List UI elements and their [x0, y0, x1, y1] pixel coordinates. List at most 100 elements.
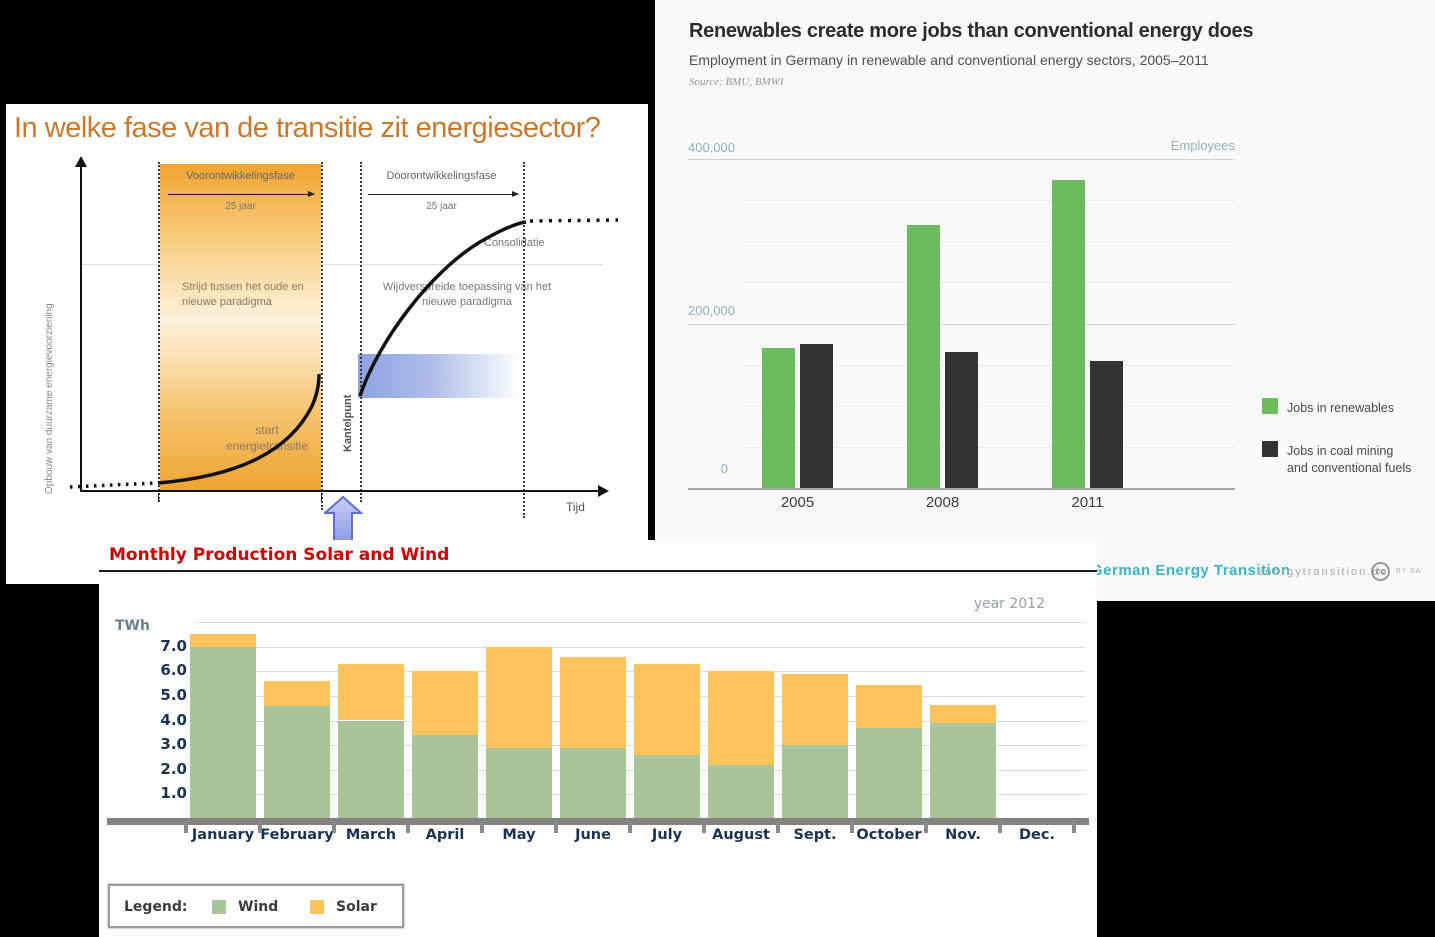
- renewables-legend-label: Jobs in renewables: [1287, 401, 1395, 415]
- phase2-arrow: [368, 191, 519, 197]
- monthly-production-panel: Monthly Production Solar and Wind year 2…: [99, 540, 1097, 937]
- jobs-chart-source: Source: BMU, BMWI: [689, 76, 784, 88]
- wind-bar-April: [412, 735, 478, 819]
- renewables-legend-swatch: [1262, 398, 1278, 414]
- jobs-chart-panel: Renewables create more jobs than convent…: [655, 0, 1435, 601]
- solar-bar-May: [486, 646, 552, 748]
- wind-bar-June: [560, 747, 626, 819]
- gridline: [688, 323, 1235, 325]
- gridline: [82, 264, 602, 265]
- bar-renewables-2011: [1052, 179, 1085, 488]
- cc-license-terms: BY SA: [1396, 568, 1422, 575]
- monthly-x-axis: [107, 818, 1089, 825]
- wind-bar-Nov.: [930, 723, 996, 819]
- gridline: [197, 622, 1085, 623]
- y-tick-400k: 400,000: [688, 140, 735, 155]
- jobs-chart-subtitle: Employment in Germany in renewable and c…: [689, 52, 1209, 68]
- jobs-plot-area: 2005 2008 2011: [655, 0, 1435, 601]
- phase-boundary-line: [321, 162, 323, 510]
- tipping-point-label: Kantelpunt: [342, 394, 354, 452]
- solar-legend-swatch: [310, 900, 324, 914]
- wind-bar-July: [634, 755, 700, 819]
- solar-bar-June: [560, 656, 626, 748]
- y-tick-label: 2.0: [160, 759, 187, 778]
- y-tick-label: 1.0: [160, 784, 187, 803]
- bar-conventional-2005: [800, 344, 833, 488]
- gridline: [743, 200, 1235, 202]
- wind-legend-swatch: [212, 900, 226, 914]
- cc-license-icon: cc: [1371, 562, 1390, 581]
- wind-bar-October: [856, 727, 922, 819]
- x-tick-label-2011: 2011: [1071, 494, 1104, 511]
- gridline: [743, 364, 1235, 366]
- old-vs-new-paradigm-text: Strijd tussen het oude en nieuwe paradig…: [182, 281, 304, 308]
- conventional-legend-swatch: [1262, 441, 1278, 457]
- axis-tick: [158, 493, 159, 501]
- bar-conventional-2011: [1090, 360, 1123, 488]
- wind-bar-Sept.: [782, 745, 848, 819]
- x-axis: [80, 490, 600, 492]
- y-axis-arrowhead: [75, 156, 87, 167]
- phase2-label: Doorontwikkelingsfase: [386, 170, 497, 182]
- y-tick-label: 5.0: [160, 685, 187, 704]
- monthly-unit-label: TWh: [115, 618, 150, 634]
- gridline: [688, 159, 1235, 160]
- jobs-chart-title: Renewables create more jobs than convent…: [689, 20, 1254, 42]
- gridline: [197, 646, 1085, 648]
- solar-bar-Sept.: [782, 673, 848, 746]
- x-tick-label-2008: 2008: [925, 494, 960, 511]
- solar-legend-label: Solar: [336, 899, 377, 915]
- transition-phase-panel: In welke fase van de transitie zit energ…: [6, 104, 648, 584]
- y-tick-label: 3.0: [160, 735, 187, 754]
- legend-title: Legend:: [124, 899, 188, 915]
- x-axis-arrowhead: [598, 485, 609, 497]
- axis-tick: [321, 493, 322, 501]
- phase1-duration: 25 jaar: [225, 201, 256, 212]
- wind-bar-February: [264, 705, 330, 819]
- wind-bar-January: [190, 646, 256, 819]
- dutch-y-axis-label: Opbouw van duurzame energievoorziening: [44, 303, 55, 494]
- start-energy-transition-text: start energietransitie: [225, 423, 309, 454]
- solar-bar-January: [190, 634, 256, 647]
- dutch-x-axis-label: Tijd: [566, 500, 585, 514]
- bar-renewables-2008: [907, 224, 940, 488]
- solar-bar-October: [856, 684, 922, 728]
- x-tick-label-2005: 2005: [780, 494, 815, 511]
- y-axis: [80, 166, 82, 492]
- bar-renewables-2005: [762, 348, 795, 488]
- y-tick-label: 4.0: [160, 710, 187, 729]
- now-pointer-arrow-icon: [324, 496, 364, 542]
- widespread-application-text: Wijdverspreide toepassing van het nieuwe…: [382, 281, 552, 308]
- solar-bar-August: [708, 671, 774, 765]
- solar-bar-April: [412, 671, 478, 736]
- jobs-unit-label: Employees: [1170, 138, 1235, 153]
- gridline: [743, 405, 1235, 407]
- monthly-legend-box: Legend: Wind Solar: [107, 883, 405, 929]
- phase1-arrow: [168, 191, 315, 197]
- gridline: [743, 282, 1235, 284]
- solar-bar-February: [264, 681, 330, 706]
- conventional-legend-label: Jobs in coal mining and conventional fue…: [1287, 444, 1412, 475]
- wind-bar-March: [338, 720, 404, 819]
- title-divider: [99, 570, 1097, 572]
- y-tick-0: 0: [720, 461, 728, 476]
- solar-bar-Nov.: [930, 704, 996, 723]
- y-tick-label: 7.0: [160, 636, 187, 655]
- y-tick-label: 6.0: [160, 661, 187, 680]
- consolidation-line: [523, 162, 525, 518]
- solar-bar-March: [338, 663, 404, 721]
- monthly-plot-area: 7.0 6.0 5.0 4.0 3.0 2.0 1.0: [99, 540, 1097, 880]
- dutch-chart-title: In welke fase van de transitie zit energ…: [14, 112, 601, 144]
- wind-legend-label: Wind: [238, 899, 279, 915]
- y-tick-200k: 200,000: [688, 303, 735, 318]
- blue-highlight-band: [358, 354, 520, 398]
- wind-bar-August: [708, 764, 774, 819]
- brand-domain: energytransition.de: [1257, 566, 1389, 578]
- jobs-x-axis: [688, 488, 1235, 490]
- phase2-duration: 25 jaar: [426, 201, 457, 212]
- solar-bar-July: [634, 663, 700, 755]
- gridline: [743, 241, 1235, 243]
- consolidation-label: Consolidatie: [484, 237, 545, 249]
- gridline: [743, 446, 1235, 448]
